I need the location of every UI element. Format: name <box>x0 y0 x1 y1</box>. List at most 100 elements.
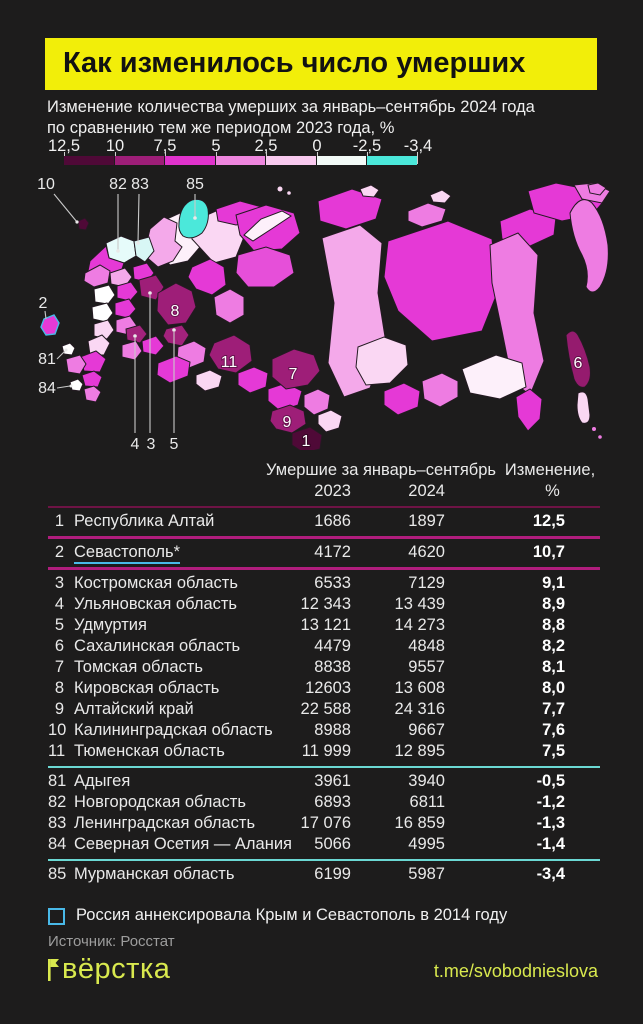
region-name-text: Сахалинская область <box>74 637 241 655</box>
region-name-text: Костромская область <box>74 574 238 592</box>
map-label-4: 4 <box>131 436 140 450</box>
map-island <box>598 435 602 439</box>
table-row: 1 Республика Алтай 1686 1897 12,5 <box>48 511 600 532</box>
change-header: Изменение, <box>504 461 596 479</box>
table-body: 1 Республика Алтай 1686 1897 12,5 2 Севастопол… <box>48 506 600 889</box>
map-region <box>213 288 245 324</box>
region-name: Сахалинская область <box>64 636 274 657</box>
leader-dots <box>64 216 197 388</box>
region-name-text: Тюменская область <box>74 742 225 760</box>
deaths-2024: 3940 <box>408 772 445 790</box>
change-pct: 7,7 <box>542 700 565 718</box>
region-rank: 9 <box>54 700 64 718</box>
region-name-text: Адыгея <box>74 772 131 790</box>
region-rank: 8 <box>54 679 64 697</box>
table-row: 9 Алтайский край 22 588 24 316 7,7 <box>48 699 600 720</box>
deaths-2023: 22 588 <box>300 700 351 718</box>
deaths-2024: 9557 <box>408 658 445 676</box>
region-name-text: Ульяновская область <box>74 595 238 613</box>
map-label-84: 84 <box>38 380 56 397</box>
deaths-2023: 12603 <box>305 679 351 697</box>
deaths-2023: 8838 <box>314 658 351 676</box>
col-2023-header: 2023 <box>314 482 351 500</box>
legend-tick: -2,5 <box>352 137 382 155</box>
telegram-link[interactable]: t.me/svobodnieslova <box>433 961 598 981</box>
legend-segment <box>266 156 316 165</box>
table-group: 1 Республика Алтай 1686 1897 12,5 <box>48 506 600 536</box>
table-row: 4 Ульяновская область 12 343 13 439 8,9 <box>48 594 600 615</box>
map-region <box>383 382 421 416</box>
map-region <box>93 284 116 305</box>
region-name-text: Северная Осетия — Алания <box>74 835 292 853</box>
map-region <box>317 409 343 433</box>
region-name-text: Алтайский край <box>74 700 194 718</box>
map-island <box>287 191 291 195</box>
map-region-9-altai-krai <box>269 404 307 434</box>
subtitle-line-2: по сравнению тем же периодом 2023 года, … <box>47 119 395 137</box>
change-pct: -1,4 <box>536 835 565 853</box>
region-name-text: Томская область <box>74 658 203 676</box>
map-region <box>109 267 133 288</box>
map-region-11-tyumen <box>208 334 253 374</box>
region-name: Адыгея <box>64 771 274 792</box>
legend-segment <box>64 156 114 165</box>
deaths-2023: 4479 <box>314 637 351 655</box>
table-row: 11 Тюменская область 11 999 12 895 7,5 <box>48 741 600 762</box>
deaths-span-header: Умершие за январь–сентябрь <box>266 461 496 479</box>
map-label-2: 2 <box>39 295 48 312</box>
map-label-11: 11 <box>221 354 238 371</box>
change-pct: 10,7 <box>532 543 565 561</box>
map-label-82: 82 <box>109 176 127 193</box>
map-region <box>143 216 183 268</box>
region-name-text: Республика Алтай <box>74 512 215 530</box>
table-header-row-1: Умершие за январь–сентябрь Изменение, <box>48 460 600 481</box>
region-name: Томская область <box>64 657 274 678</box>
map-region <box>429 189 452 204</box>
change-pct: -3,4 <box>536 865 565 883</box>
map-island <box>277 186 283 192</box>
legend-segment <box>215 156 266 165</box>
legend-tick-mark <box>417 152 418 164</box>
deaths-2024: 6811 <box>409 793 445 811</box>
map-island <box>592 427 596 431</box>
table-row: 81 Адыгея 3961 3940 -0,5 <box>48 771 600 792</box>
region-name: Мурманская область <box>64 864 274 885</box>
legend-tick: 0 <box>312 137 322 155</box>
region-rank: 83 <box>48 814 67 832</box>
deaths-2024: 4995 <box>408 835 445 853</box>
deaths-2024: 16 859 <box>394 814 445 832</box>
logo-text: вёрстка <box>62 953 171 985</box>
region-name: Республика Алтай <box>64 511 274 532</box>
deaths-2024: 13 608 <box>394 679 445 697</box>
map-region <box>91 302 114 323</box>
map-label-81: 81 <box>38 351 56 368</box>
region-name: Удмуртия <box>64 615 274 636</box>
map-region <box>515 388 543 432</box>
table-row: 5 Удмуртия 13 121 14 273 8,8 <box>48 615 600 636</box>
deaths-2023: 5066 <box>314 835 351 853</box>
change-pct: 8,2 <box>542 637 565 655</box>
deaths-2024: 24 316 <box>394 700 445 718</box>
map-label-85: 85 <box>186 176 204 193</box>
map-region-4-ulyanovsk <box>125 324 148 344</box>
map-region-84-ossetia <box>69 378 84 392</box>
table-row: 83 Ленинградская область 17 076 16 859 -1,3 <box>48 813 600 834</box>
map-region <box>83 385 102 403</box>
annexation-note-text: Россия аннексировала Крым и Севастополь … <box>76 906 508 924</box>
verstka-logo: вёрстка <box>46 953 170 986</box>
map-region-5-udmurtia <box>162 324 190 347</box>
map-region <box>65 354 87 375</box>
table-group: 3 Костромская область 6533 7129 9,1 4 Ульяновс… <box>48 567 600 766</box>
region-name-text: Калининградская область <box>74 721 273 739</box>
deaths-2023: 17 076 <box>300 814 351 832</box>
deaths-2023: 13 121 <box>300 616 351 634</box>
table-row: 3 Костромская область 6533 7129 9,1 <box>48 573 600 594</box>
map-region-7-tomsk <box>271 348 321 390</box>
change-pct: 7,5 <box>542 742 565 760</box>
map-region <box>317 188 383 230</box>
legend-tick: 10 <box>105 137 125 155</box>
map-label-9: 9 <box>283 414 292 431</box>
leader-lines <box>44 193 196 433</box>
map-region <box>83 264 111 288</box>
region-name-text: Новгородская область <box>74 793 246 811</box>
